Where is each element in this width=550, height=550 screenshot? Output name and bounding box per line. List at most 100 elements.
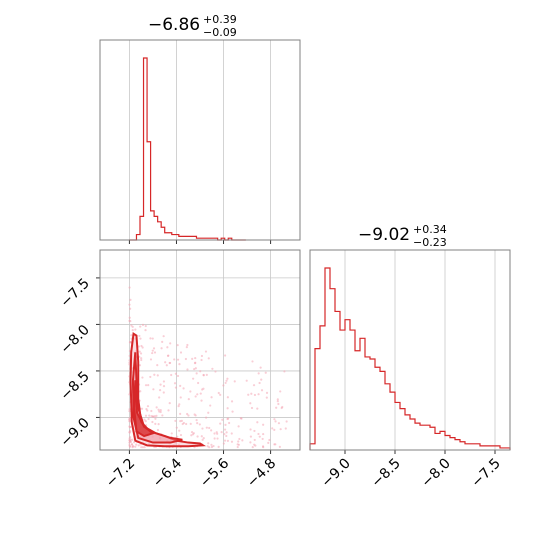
scatter-point <box>191 357 194 360</box>
scatter-point <box>253 429 256 433</box>
scatter-point <box>128 443 131 447</box>
scatter-point <box>138 364 142 367</box>
scatter-point <box>128 303 131 306</box>
scatter-point <box>250 406 254 410</box>
scatter-point <box>178 363 181 366</box>
scatter-point <box>275 406 278 409</box>
scatter-point <box>149 375 152 379</box>
scatter-point <box>247 393 250 396</box>
scatter-point <box>265 391 269 394</box>
scatter-point <box>256 407 259 410</box>
scatter-point <box>133 441 136 444</box>
scatter-point <box>278 445 281 448</box>
scatter-point <box>128 426 132 429</box>
scatter-point <box>167 354 170 357</box>
scatter-point <box>195 419 198 422</box>
scatter-point <box>191 433 195 436</box>
scatter-point <box>200 358 203 362</box>
scatter-point <box>144 329 147 332</box>
scatter-point <box>167 409 170 412</box>
scatter-point <box>146 405 150 408</box>
scatter-point <box>249 402 252 405</box>
scatter-point <box>219 393 222 396</box>
scatter-contour-panel: −7.2 −6.4 −5.6 −4.8 −7.5 −8.0 −8.5 −9.0 <box>57 249 301 491</box>
scatter-point <box>149 358 153 361</box>
scatter-point <box>179 384 182 387</box>
scatter-point <box>216 432 219 435</box>
scatter-point <box>223 428 227 431</box>
scatter-point <box>236 443 239 446</box>
scatter-point <box>176 344 179 347</box>
panel3-title-lower: −0.23 <box>413 236 447 249</box>
panel3-x-tick-label: −9.0 <box>318 456 353 491</box>
scatter-point <box>141 323 145 326</box>
scatter-point <box>174 386 178 389</box>
scatter-point <box>156 428 160 432</box>
scatter-point <box>261 437 264 441</box>
scatter-point <box>249 428 252 431</box>
scatter-point <box>198 423 201 426</box>
scatter-point <box>271 427 274 430</box>
scatter-point <box>212 444 215 448</box>
scatter-point <box>131 438 134 441</box>
scatter-point <box>222 442 225 445</box>
scatter-point <box>157 423 160 426</box>
scatter-point <box>176 374 180 378</box>
scatter-point <box>180 419 183 422</box>
scatter-point <box>241 439 244 442</box>
scatter-point <box>135 443 138 446</box>
scatter-point <box>165 364 168 367</box>
scatter-point <box>277 422 281 425</box>
panel2-x-tick-label: −6.4 <box>150 455 185 490</box>
scatter-point <box>267 441 270 444</box>
scatter-point <box>131 445 134 448</box>
scatter-point <box>162 335 165 338</box>
panel2-y-tick-label: −8.5 <box>57 368 92 403</box>
panel3-title-upper: +0.34 <box>413 223 447 236</box>
scatter-point <box>189 422 192 425</box>
scatter-point <box>225 379 228 382</box>
scatter-point <box>202 387 205 390</box>
scatter-point <box>156 364 159 367</box>
panel3-title-median: −9.02 <box>358 225 410 245</box>
scatter-point <box>276 398 279 401</box>
scatter-point <box>150 415 153 418</box>
scatter-point <box>207 442 210 445</box>
panel3-x-tick-label: −8.0 <box>418 456 453 491</box>
scatter-point <box>245 379 248 382</box>
scatter-point <box>160 347 163 350</box>
scatter-point <box>249 441 252 444</box>
scatter-point <box>249 435 253 438</box>
scatter-point <box>237 440 240 443</box>
scatter-point <box>194 395 197 398</box>
scatter-point <box>199 370 202 373</box>
scatter-point <box>213 437 216 440</box>
panel2-frame <box>99 249 301 451</box>
scatter-point <box>159 409 162 412</box>
scatter-point <box>134 445 137 448</box>
scatter-point <box>233 380 236 383</box>
scatter-point <box>140 344 143 348</box>
scatter-point <box>200 435 203 438</box>
scatter-point <box>205 426 208 429</box>
scatter-point <box>253 438 256 442</box>
scatter-point <box>210 396 213 399</box>
scatter-point <box>151 349 154 352</box>
scatter-point <box>190 434 193 437</box>
scatter-point <box>258 435 261 438</box>
scatter-point <box>223 354 227 357</box>
scatter-point <box>128 408 131 411</box>
scatter-point <box>176 358 180 361</box>
scatter-point <box>223 433 226 436</box>
scatter-point <box>178 403 181 406</box>
scatter-point <box>230 400 234 403</box>
scatter-point <box>200 354 204 358</box>
scatter-point <box>222 384 225 387</box>
scatter-point <box>168 361 172 365</box>
scatter-point <box>196 422 199 425</box>
scatter-point <box>130 334 133 337</box>
scatter-point <box>207 411 210 414</box>
scatter-point <box>161 414 164 417</box>
scatter-point <box>131 325 134 328</box>
